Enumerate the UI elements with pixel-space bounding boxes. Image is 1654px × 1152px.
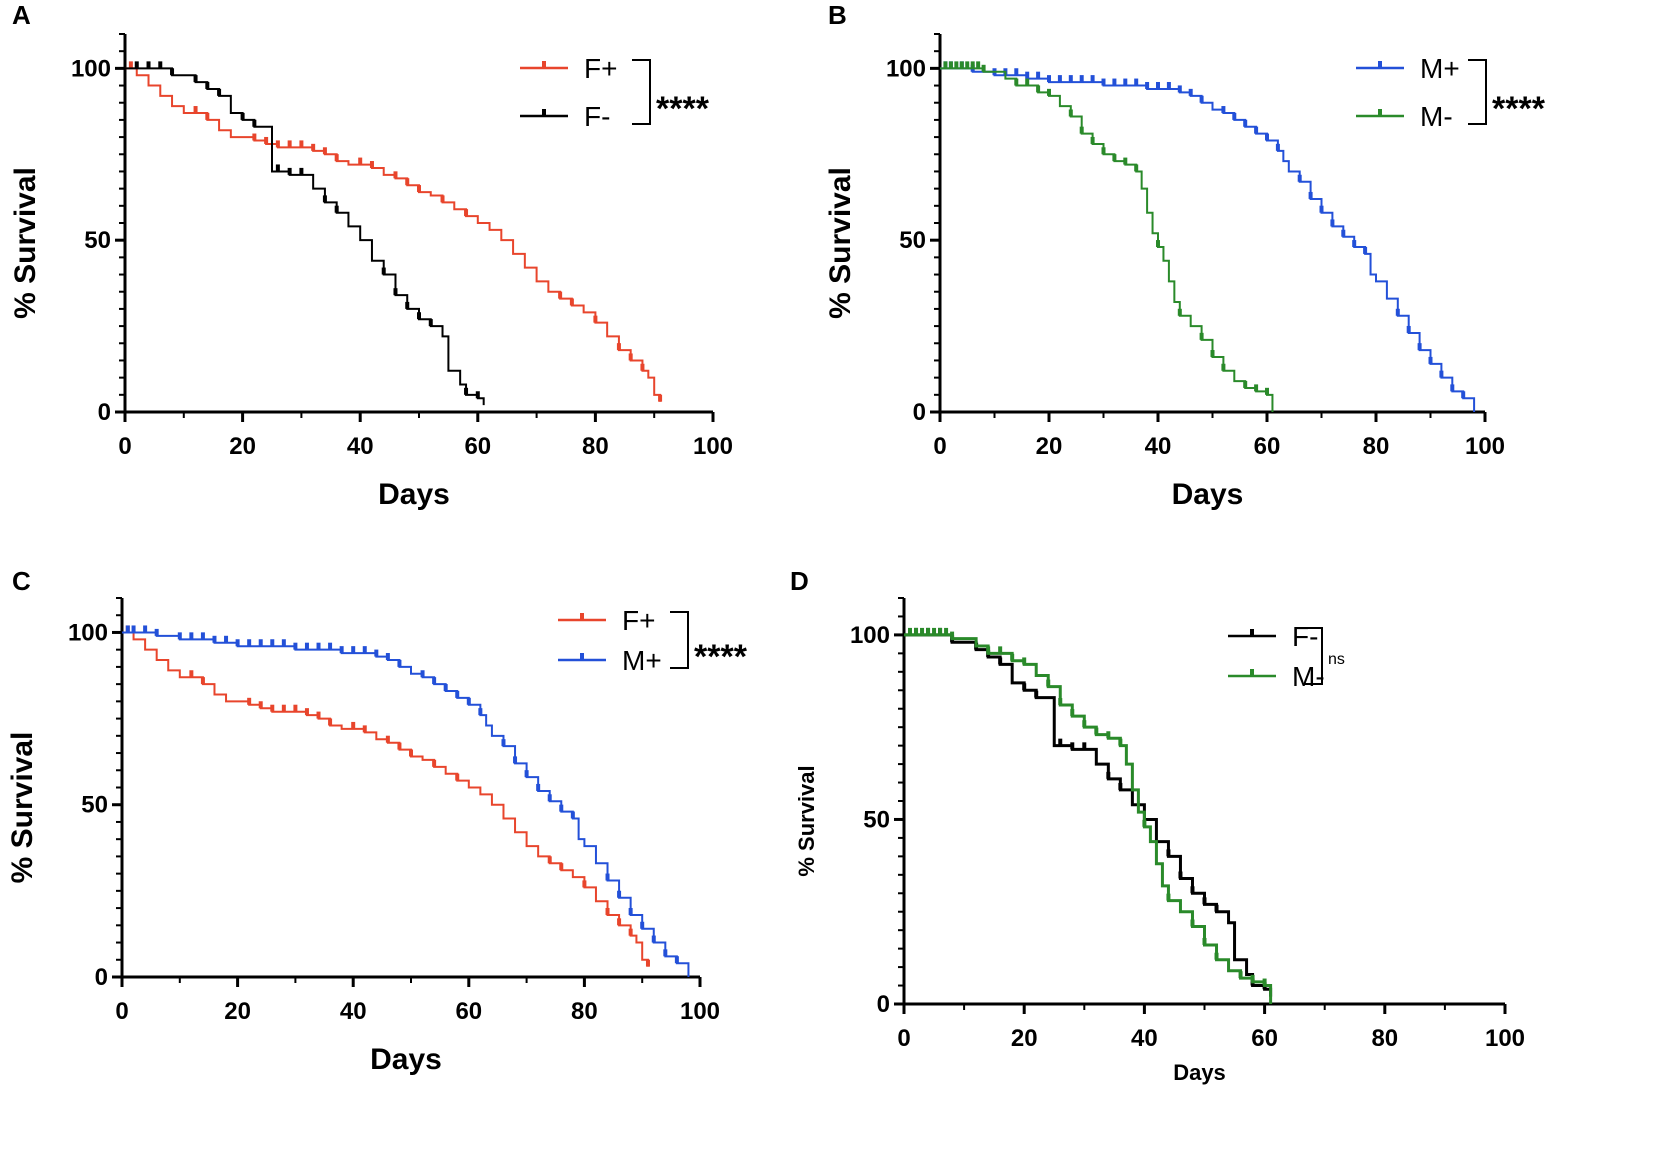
panel-letter: D (790, 566, 809, 596)
y-axis-title: % Survival (794, 765, 819, 876)
series-F-: F- (125, 61, 610, 406)
significance-label: **** (694, 638, 748, 676)
legend-label-M+: M+ (1420, 53, 1460, 84)
x-tick-label: 40 (1131, 1025, 1158, 1052)
survival-curve-M- (940, 67, 1274, 412)
series-M-: M- (904, 627, 1325, 1004)
y-tick-label: 0 (913, 399, 926, 426)
survival-curve-F+ (122, 631, 649, 967)
panel-B: B 0 50 100 0 20 40 60 80 100 Days % Survival M+ M- ***… (824, 0, 1546, 511)
panel-letter: A (12, 0, 31, 30)
x-tick-label: 20 (1011, 1025, 1038, 1052)
significance-label: ns (1328, 651, 1345, 668)
survival-curve-F+ (125, 67, 662, 402)
x-axis-title: Days (1173, 1060, 1226, 1085)
x-axis-title: Days (1172, 478, 1244, 511)
panel-D: D 0 50 100 0 20 40 60 80 100 Days % Survival F- M-ns (790, 566, 1525, 1085)
y-tick-label: 0 (877, 991, 890, 1018)
legend-label-M-: M- (1420, 101, 1453, 132)
x-tick-label: 80 (1363, 433, 1390, 460)
y-tick-label: 0 (98, 399, 111, 426)
x-tick-label: 0 (115, 998, 128, 1025)
legend-label-M+: M+ (622, 645, 662, 676)
y-axis-title: % Survival (824, 167, 857, 319)
y-axis-title: % Survival (9, 167, 42, 319)
series-F+: F+ (122, 605, 655, 967)
y-tick-label: 100 (850, 622, 890, 649)
x-tick-label: 0 (897, 1025, 910, 1052)
x-tick-label: 80 (571, 998, 598, 1025)
legend-label-F-: F- (584, 101, 610, 132)
y-tick-label: 50 (84, 227, 111, 254)
x-tick-label: 60 (455, 998, 482, 1025)
survival-curve-M- (904, 633, 1273, 1004)
x-axis-title: Days (378, 478, 450, 511)
x-tick-label: 100 (680, 998, 720, 1025)
y-tick-label: 0 (95, 964, 108, 991)
survival-curve-F- (904, 633, 1273, 997)
series-F-: F- (904, 621, 1318, 997)
panel-letter: B (828, 0, 847, 30)
x-tick-label: 20 (224, 998, 251, 1025)
y-tick-label: 100 (886, 55, 926, 82)
significance-label: **** (1492, 90, 1546, 128)
survival-curve-M+ (940, 67, 1476, 412)
x-tick-label: 60 (1251, 1025, 1278, 1052)
series-M+: M+ (940, 53, 1476, 412)
x-tick-label: 80 (1371, 1025, 1398, 1052)
significance-bracket (1468, 59, 1487, 125)
x-tick-label: 40 (340, 998, 367, 1025)
legend-label-F+: F+ (622, 605, 655, 636)
series-M-: M- (940, 61, 1453, 412)
y-tick-label: 100 (68, 619, 108, 646)
survival-curve-F- (125, 67, 485, 406)
y-axis-title: % Survival (6, 732, 39, 884)
significance-bracket (1304, 627, 1323, 685)
y-tick-label: 50 (899, 227, 926, 254)
x-tick-label: 40 (1145, 433, 1172, 460)
x-tick-label: 0 (933, 433, 946, 460)
x-tick-label: 0 (118, 433, 131, 460)
x-axis-title: Days (370, 1043, 442, 1076)
significance-bracket (632, 59, 651, 125)
y-tick-label: 50 (81, 792, 108, 819)
x-tick-label: 100 (693, 433, 733, 460)
x-tick-label: 20 (229, 433, 256, 460)
x-tick-label: 40 (347, 433, 374, 460)
significance-bracket (670, 611, 689, 669)
x-tick-label: 60 (464, 433, 491, 460)
x-tick-label: 100 (1465, 433, 1505, 460)
series-F+: F+ (125, 53, 663, 402)
x-tick-label: 20 (1036, 433, 1063, 460)
panel-letter: C (12, 566, 31, 596)
x-tick-label: 80 (582, 433, 609, 460)
y-tick-label: 50 (863, 806, 890, 833)
series-M+: M+ (122, 625, 690, 977)
legend-label-F+: F+ (584, 53, 617, 84)
panel-A: A 0 50 100 0 20 40 60 80 100 Days % Survival F+ F- ***… (9, 0, 733, 511)
legend-label-M-: M- (1292, 661, 1325, 692)
y-tick-label: 100 (71, 55, 111, 82)
panel-C: C 0 50 100 0 20 40 60 80 100 Days % Survival F+ M+ ***… (6, 566, 748, 1076)
x-tick-label: 100 (1485, 1025, 1525, 1052)
significance-label: **** (656, 90, 710, 128)
legend-label-F-: F- (1292, 621, 1318, 652)
x-tick-label: 60 (1254, 433, 1281, 460)
